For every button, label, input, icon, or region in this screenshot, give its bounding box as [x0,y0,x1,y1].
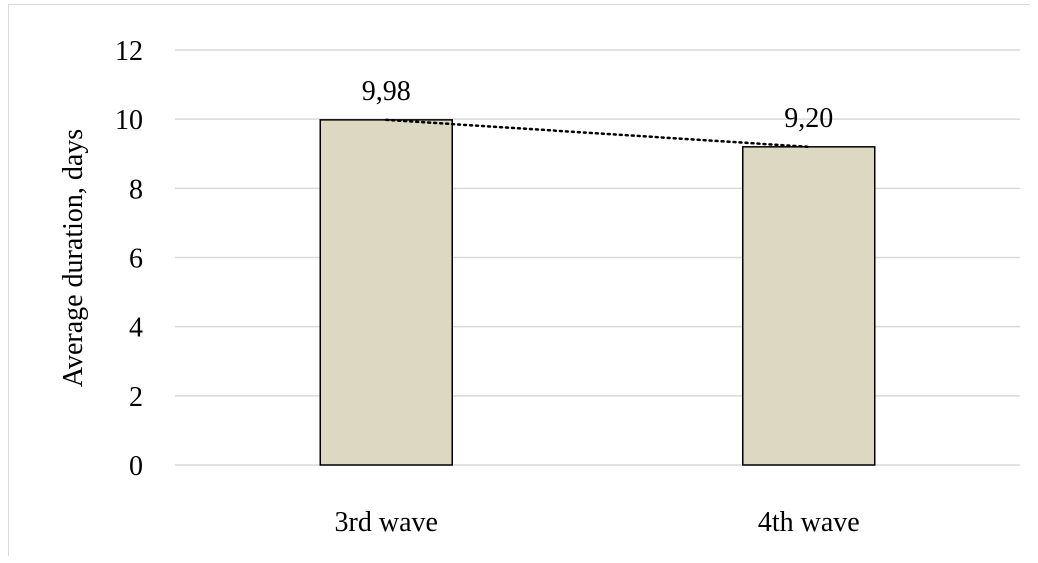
y-tick-label: 2 [129,382,143,413]
y-tick-label: 12 [115,36,143,67]
data-label: 9,98 [362,76,411,107]
y-tick-label: 8 [129,174,143,205]
y-tick-label: 0 [129,451,143,482]
x-category-label: 3rd wave [335,507,438,538]
bars [319,119,876,466]
x-axis-categories: 3rd wave 4th wave [335,507,860,538]
y-axis-title: Average duration, days [58,129,89,387]
y-axis-ticks: 0 2 4 6 8 10 12 [115,36,143,482]
x-category-label: 4th wave [758,507,860,538]
bar [742,146,876,466]
y-tick-label: 6 [129,244,143,275]
y-tick-label: 4 [129,313,143,344]
bar [319,119,453,466]
chart-frame [8,4,1030,556]
trendline-segment [385,118,810,149]
gridlines [175,49,1020,466]
data-labels: 9,98 9,20 [362,76,834,134]
data-label: 9,20 [784,103,833,134]
trendline [385,118,810,149]
y-tick-label: 10 [115,105,143,136]
